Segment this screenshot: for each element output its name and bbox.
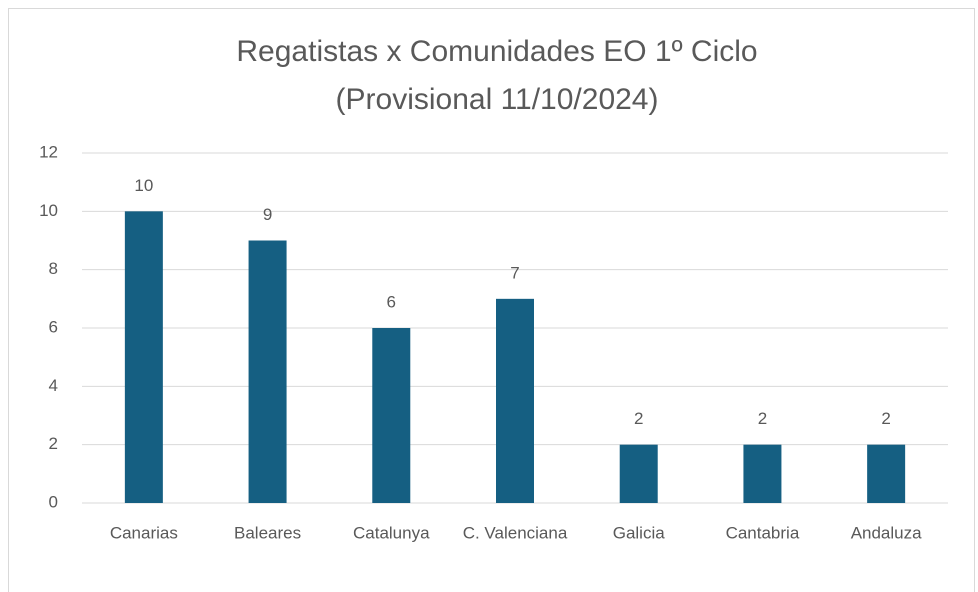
bar (372, 328, 411, 503)
y-tick-label: 0 (49, 492, 58, 511)
x-tick-label: Catalunya (353, 523, 430, 542)
y-tick-label: 12 (39, 142, 58, 161)
x-tick-label: Canarias (110, 523, 178, 542)
bar (743, 444, 782, 503)
data-label: 2 (758, 409, 767, 428)
chart-title: Regatistas x Comunidades EO 1º Ciclo (236, 35, 757, 68)
y-tick-label: 6 (49, 317, 58, 336)
data-label: 2 (881, 409, 890, 428)
data-label: 7 (510, 263, 519, 282)
chart-frame (8, 8, 975, 592)
x-tick-label: Baleares (234, 523, 301, 542)
y-tick-label: 8 (49, 259, 58, 278)
y-tick-label: 2 (49, 434, 58, 453)
bar (867, 444, 906, 503)
data-label: 10 (134, 176, 153, 195)
chart-subtitle: (Provisional 11/10/2024) (336, 83, 659, 116)
x-tick-label: Cantabria (726, 523, 800, 542)
bar (619, 444, 658, 503)
data-label: 9 (263, 205, 272, 224)
x-tick-label: Andaluza (851, 523, 922, 542)
y-tick-label: 10 (39, 201, 58, 220)
data-label: 6 (387, 292, 396, 311)
bar (248, 240, 287, 503)
y-tick-label: 4 (49, 376, 58, 395)
x-tick-label: Galicia (613, 523, 666, 542)
bar (496, 298, 534, 503)
x-tick-label: C. Valenciana (463, 523, 568, 542)
bar (124, 211, 163, 504)
data-label: 2 (634, 409, 643, 428)
